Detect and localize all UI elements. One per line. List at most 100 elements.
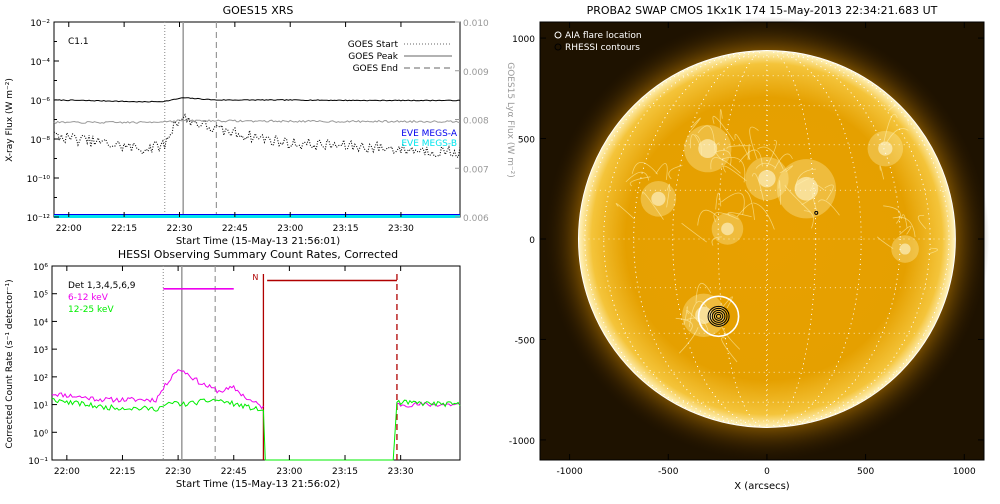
goes-x-tick-label: 23:30 bbox=[388, 224, 414, 234]
coronal-loop bbox=[749, 126, 759, 160]
swap-y-tick-label: -1000 bbox=[509, 437, 535, 447]
coronal-loop bbox=[755, 162, 777, 169]
coronal-loop bbox=[713, 150, 732, 166]
hessi-legend-title: Det 1,3,4,5,6,9 bbox=[68, 281, 136, 291]
coronal-loop bbox=[751, 172, 765, 202]
goes-y2-label: GOES15 Lyα Flux (W m⁻²) bbox=[505, 62, 515, 178]
hessi-legend: 6-12 keV 12-25 keV bbox=[68, 293, 114, 315]
active-region-core bbox=[698, 139, 718, 159]
coronal-loop bbox=[631, 161, 658, 175]
active-region-core bbox=[899, 243, 911, 255]
rhessi-contour bbox=[713, 311, 724, 321]
swap-legend-symbol bbox=[554, 31, 562, 39]
swap-y-tick-label: -500 bbox=[515, 336, 536, 346]
coronal-loop bbox=[824, 184, 834, 201]
hessi-x-tick-label: 23:15 bbox=[332, 467, 358, 477]
hessi-series-6-12-kev bbox=[51, 369, 461, 410]
goes-y-tick-label: 10⁻¹⁰ bbox=[27, 175, 51, 185]
coronal-loop bbox=[629, 176, 651, 187]
coronal-loop bbox=[766, 140, 777, 168]
coronal-loop bbox=[710, 157, 741, 174]
swap-plot-frame bbox=[539, 21, 985, 461]
swap-x-label: X (arcsecs) bbox=[734, 481, 790, 492]
goes-x-axis: 22:00 22:15 22:30 22:45 23:00 23:15 23:30 bbox=[56, 22, 414, 234]
goes-x-tick-label: 22:00 bbox=[56, 224, 82, 234]
coronal-loop bbox=[642, 191, 664, 220]
coronal-loop bbox=[757, 146, 784, 170]
hessi-x-tick-label: 22:45 bbox=[221, 467, 247, 477]
coronal-loop bbox=[688, 117, 701, 133]
coronal-loop bbox=[795, 168, 817, 191]
goes-plot-frame bbox=[53, 21, 461, 218]
eve-legend-label: EVE MEGS-A bbox=[401, 129, 458, 139]
rhessi-contour bbox=[711, 309, 726, 323]
coronal-loop bbox=[712, 115, 735, 142]
swap-legend-symbol bbox=[554, 43, 562, 51]
coronal-loop bbox=[666, 183, 671, 208]
hessi-y-tick-label: 10⁴ bbox=[33, 318, 48, 328]
coronal-loop bbox=[801, 187, 815, 206]
coronal-loop bbox=[803, 210, 814, 229]
hessi-x-tick-label: 23:30 bbox=[388, 467, 414, 477]
longitude-line bbox=[766, 50, 768, 428]
coronal-loop bbox=[625, 171, 650, 183]
coronal-loop bbox=[779, 165, 793, 174]
coronal-loop bbox=[738, 149, 763, 167]
coronal-loop bbox=[796, 178, 810, 186]
longitude-line bbox=[603, 50, 931, 428]
goes-y2-axis: 0.010 0.009 0.008 0.007 0.006 bbox=[455, 19, 489, 224]
coronal-loop bbox=[675, 317, 693, 332]
coronal-loop bbox=[694, 134, 702, 156]
hessi-series-12-25-kev bbox=[51, 397, 461, 461]
hessi-y-tick-label: 10⁻¹ bbox=[28, 457, 48, 467]
swap-x-axis: -1000 -500 0 500 1000 bbox=[557, 22, 976, 477]
goes-y-tick-label: 10⁻¹² bbox=[27, 214, 51, 224]
hessi-plot-area bbox=[51, 266, 461, 461]
coronal-loop bbox=[681, 223, 707, 243]
coronal-loop bbox=[715, 192, 722, 210]
goes-y2-tick-label: 0.010 bbox=[463, 19, 489, 29]
swap-x-tick-label: 500 bbox=[857, 467, 874, 477]
hessi-x-tick-label: 23:00 bbox=[276, 467, 302, 477]
coronal-loop bbox=[722, 157, 746, 183]
goes-x-tick-label: 22:45 bbox=[222, 224, 248, 234]
coronal-loop bbox=[753, 202, 775, 230]
coronal-loop bbox=[713, 212, 739, 223]
coronal-loop bbox=[679, 327, 699, 354]
hessi-y-axis: 10⁶ 10⁵ 10⁴ 10³ 10² 10¹ 10⁰ 10⁻¹ bbox=[28, 263, 57, 467]
swap-y-tick-label: 500 bbox=[518, 136, 535, 146]
goes-y-axis: 10⁻² 10⁻⁴ 10⁻⁶ 10⁻⁸ 10⁻¹⁰ 10⁻¹² bbox=[27, 19, 59, 224]
heliographic-grid bbox=[578, 50, 956, 428]
hessi-panel: HESSI Observing Summary Count Rates, Cor… bbox=[5, 248, 461, 490]
rhessi-contour bbox=[707, 305, 730, 327]
goes-y2-tick-label: 0.009 bbox=[463, 68, 489, 78]
goes-y-label: X-ray Flux (W m⁻²) bbox=[5, 78, 15, 162]
hessi-x-tick-label: 22:15 bbox=[110, 467, 136, 477]
hessi-x-axis: 22:00 22:15 22:30 22:45 23:00 23:15 23:30 bbox=[54, 266, 414, 477]
hessi-legend-label: 6-12 keV bbox=[68, 293, 109, 303]
goes-legend: GOES Start GOES Peak GOES End bbox=[348, 40, 452, 74]
hessi-y-tick-label: 10⁵ bbox=[33, 291, 48, 301]
hessi-night-flag: N bbox=[252, 273, 258, 282]
goes-y-tick-label: 10⁻⁸ bbox=[30, 136, 50, 146]
active-region-core bbox=[721, 222, 734, 236]
goes-y-tick-label: 10⁻⁴ bbox=[30, 58, 50, 68]
swap-legend: AIA flare location RHESSI contours bbox=[554, 31, 642, 53]
goes-series-goes15-ly- bbox=[53, 119, 461, 125]
active-region-core bbox=[758, 170, 776, 188]
coronal-loop bbox=[885, 128, 909, 145]
coronal-loop bbox=[811, 184, 825, 213]
goes-y2-tick-label: 0.008 bbox=[463, 117, 489, 127]
rhessi-contour bbox=[715, 313, 722, 319]
coronal-loop bbox=[917, 214, 927, 230]
coronal-loop bbox=[727, 212, 752, 218]
goes-legend-label: GOES Peak bbox=[348, 52, 398, 62]
swap-legend-label: RHESSI contours bbox=[565, 43, 640, 53]
coronal-loop bbox=[745, 190, 755, 220]
aia-flare-location-marker bbox=[697, 295, 740, 338]
goes-x-tick-label: 23:15 bbox=[333, 224, 359, 234]
goes-legend-label: GOES End bbox=[353, 64, 398, 74]
